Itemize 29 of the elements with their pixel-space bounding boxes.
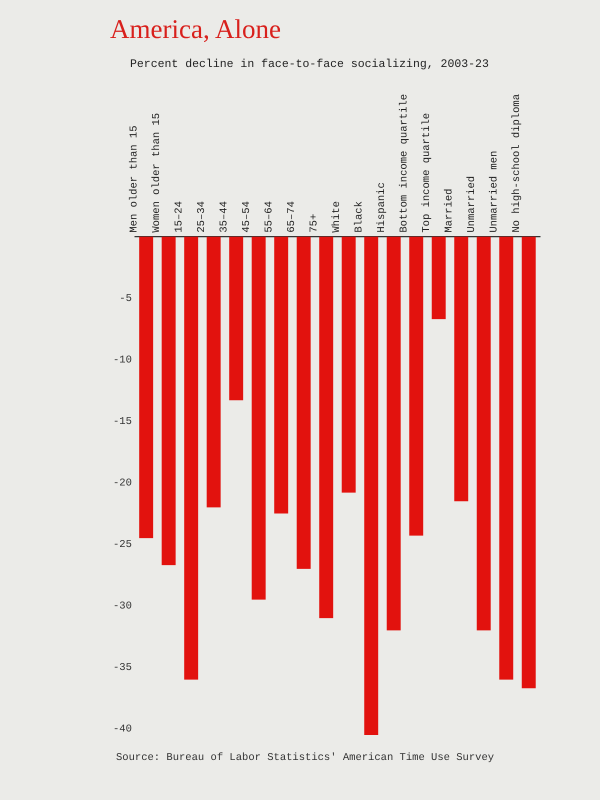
x-tick-label: 35–44 [218, 201, 230, 233]
x-tick-label: White [330, 201, 343, 233]
y-tick-label: -20 [112, 478, 132, 490]
chart-subtitle: Percent decline in face-to-face socializing, 2003-23 [130, 58, 489, 71]
x-tick-label: 55–64 [263, 201, 276, 233]
x-tick-label: Black [353, 201, 366, 233]
y-tick-label: -10 [112, 354, 132, 366]
x-tick-label: Top income quartile [420, 112, 433, 233]
y-tick-label: -25 [112, 539, 132, 552]
y-tick-label: -35 [112, 662, 132, 674]
x-tick-label: 75+ [308, 214, 320, 233]
y-tick-label: -15 [112, 416, 132, 428]
x-tick-label: 65–74 [286, 201, 298, 233]
x-tick-label: Women older than 15 [150, 112, 163, 233]
x-tick-label: 45–54 [240, 201, 253, 233]
x-tick-label: Hispanic [376, 182, 388, 233]
x-tick-label: No high-school diploma [510, 94, 523, 233]
y-tick-label: -30 [112, 600, 132, 613]
x-tick-label: Men older than 15 [128, 126, 140, 233]
x-tick-label: 25–34 [196, 201, 208, 233]
x-tick-label: Unmarried [466, 176, 478, 233]
y-tick-label: -5 [119, 292, 132, 305]
chart-title: America, Alone [110, 14, 281, 45]
x-tick-label: Unmarried men [488, 150, 500, 233]
y-tick-label: -40 [112, 724, 132, 736]
x-tick-label: 15–24 [173, 201, 186, 233]
x-tick-label: Married [443, 188, 456, 233]
x-tick-label: Bottom income quartile [398, 94, 410, 233]
source-note: Source: Bureau of Labor Statistics' American Time Use Survey [116, 752, 494, 764]
